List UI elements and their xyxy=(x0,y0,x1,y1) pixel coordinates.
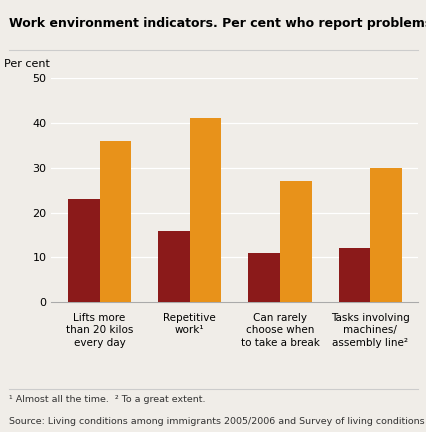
Bar xyxy=(189,118,221,302)
Bar xyxy=(99,141,131,302)
Bar xyxy=(248,253,279,302)
Text: Work environment indicators. Per cent who report problems: Work environment indicators. Per cent wh… xyxy=(9,17,426,30)
Text: Source: Living conditions among immigrants 2005/2006 and Survey of living condit: Source: Living conditions among immigran… xyxy=(9,416,426,426)
Bar xyxy=(369,168,401,302)
Text: Per cent: Per cent xyxy=(3,59,49,69)
Text: ¹ Almost all the time.  ² To a great extent.: ¹ Almost all the time. ² To a great exte… xyxy=(9,395,204,404)
Bar xyxy=(279,181,311,302)
Bar xyxy=(338,248,369,302)
Bar xyxy=(158,231,189,302)
Bar xyxy=(68,199,99,302)
